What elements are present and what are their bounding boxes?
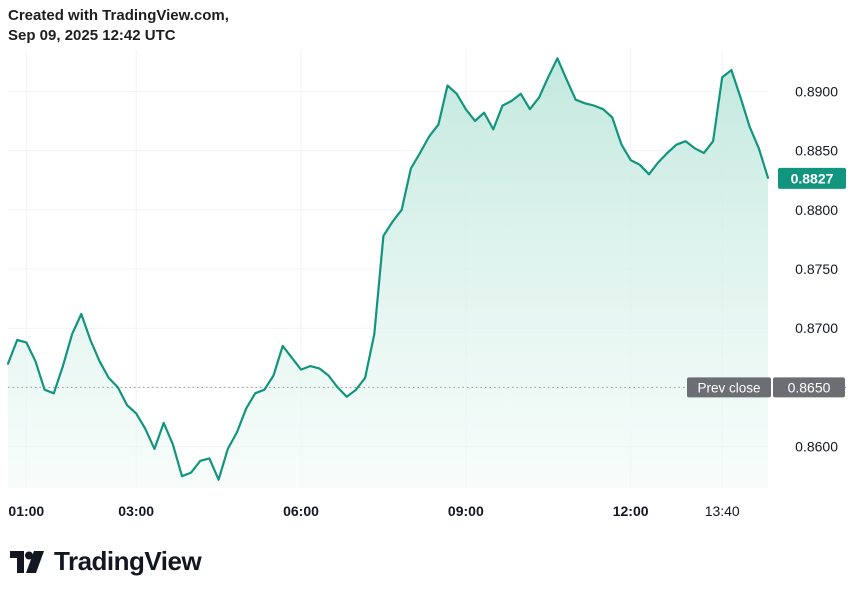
price-line[interactable] <box>6 57 770 481</box>
x-tick-label: 09:00 <box>448 503 484 519</box>
last-price-badge <box>778 167 846 189</box>
prev-close-value: 0.8650 <box>788 379 831 395</box>
y-tick-label: 0.8750 <box>795 261 838 277</box>
tradingview-logo-icon <box>10 550 44 573</box>
prev-close-label-badge <box>687 377 771 398</box>
chart-header: Created with TradingView.com, Sep 09, 20… <box>8 6 229 46</box>
prev-close-label: Prev close <box>697 380 760 395</box>
y-tick-label: 0.8850 <box>795 143 838 159</box>
prev-close-value-badge <box>773 377 845 398</box>
price-badges: Prev close 0.8650 0.8827 <box>687 167 846 398</box>
created-with-text: Created with TradingView.com, <box>8 7 229 24</box>
x-tick-label: 13:40 <box>705 503 740 519</box>
y-tick-label: 0.8900 <box>795 83 838 99</box>
x-tick-label: 01:00 <box>8 503 44 519</box>
x-tick-label: 12:00 <box>613 503 649 519</box>
last-price-value: 0.8827 <box>791 170 834 186</box>
y-axis: 0.86000.86500.87000.87500.88000.88500.89… <box>795 83 838 454</box>
x-tick-label: 06:00 <box>283 503 319 519</box>
price-area-fill <box>8 58 768 489</box>
x-tick-label: 03:00 <box>118 503 154 519</box>
x-axis: 01:00 03:00 06:00 09:00 12:00 13:40 <box>8 503 740 519</box>
y-tick-label: 0.8600 <box>795 439 838 455</box>
brand-name: TradingView <box>54 546 202 576</box>
price-chart[interactable]: 0.8600 0.8650 0.8700 0.8750 0.8800 0.8850 0.89… <box>0 0 860 540</box>
timestamp-text: Sep 09, 2025 12:42 UTC <box>8 27 176 44</box>
y-tick-label: 0.8700 <box>795 320 838 336</box>
tradingview-brand[interactable]: TradingView <box>10 546 202 577</box>
y-tick-label: 0.8800 <box>795 202 838 218</box>
